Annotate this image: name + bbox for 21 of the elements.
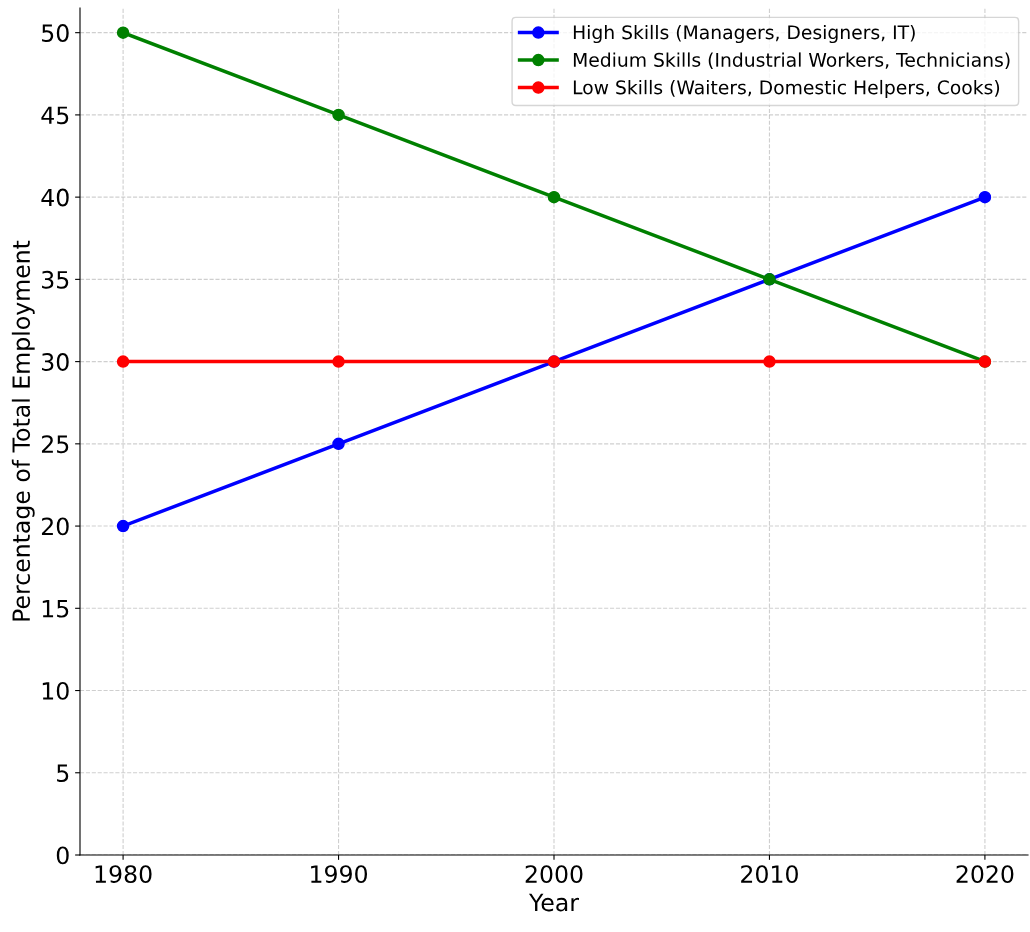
x-tick-label: 2000 (525, 865, 583, 883)
x-tick-label: 2020 (956, 865, 1014, 883)
x-axis-title: Year (528, 893, 579, 912)
x-tick-label: 2010 (741, 865, 798, 883)
y-tick-label: 50 (42, 24, 69, 42)
y-tick-label: 20 (41, 517, 69, 536)
x-tick-label: 1990 (311, 865, 368, 883)
y-tick-label: 30 (42, 353, 69, 371)
y-tick-label: 0 (56, 846, 69, 865)
legend-label: Medium Skills (Industrial Workers, Technicians) (573, 52, 1010, 70)
y-tick-label: 40 (41, 188, 69, 207)
y-tick-label: 25 (41, 435, 69, 454)
y-tick-label: 15 (42, 600, 69, 618)
y-tick-label: 45 (41, 106, 69, 125)
y-tick-label: 35 (42, 270, 69, 289)
y-tick-label: 10 (42, 681, 69, 700)
x-tick-label: 1980 (95, 865, 152, 883)
legend-label: Low Skills (Waiters, Domestic Helpers, Cooks) (573, 79, 1000, 99)
y-axis-title: Percentage of Total Employment (11, 240, 35, 621)
legend-label: High Skills (Managers, Designers, IT) (573, 24, 915, 44)
y-tick-label: 5 (57, 764, 69, 783)
